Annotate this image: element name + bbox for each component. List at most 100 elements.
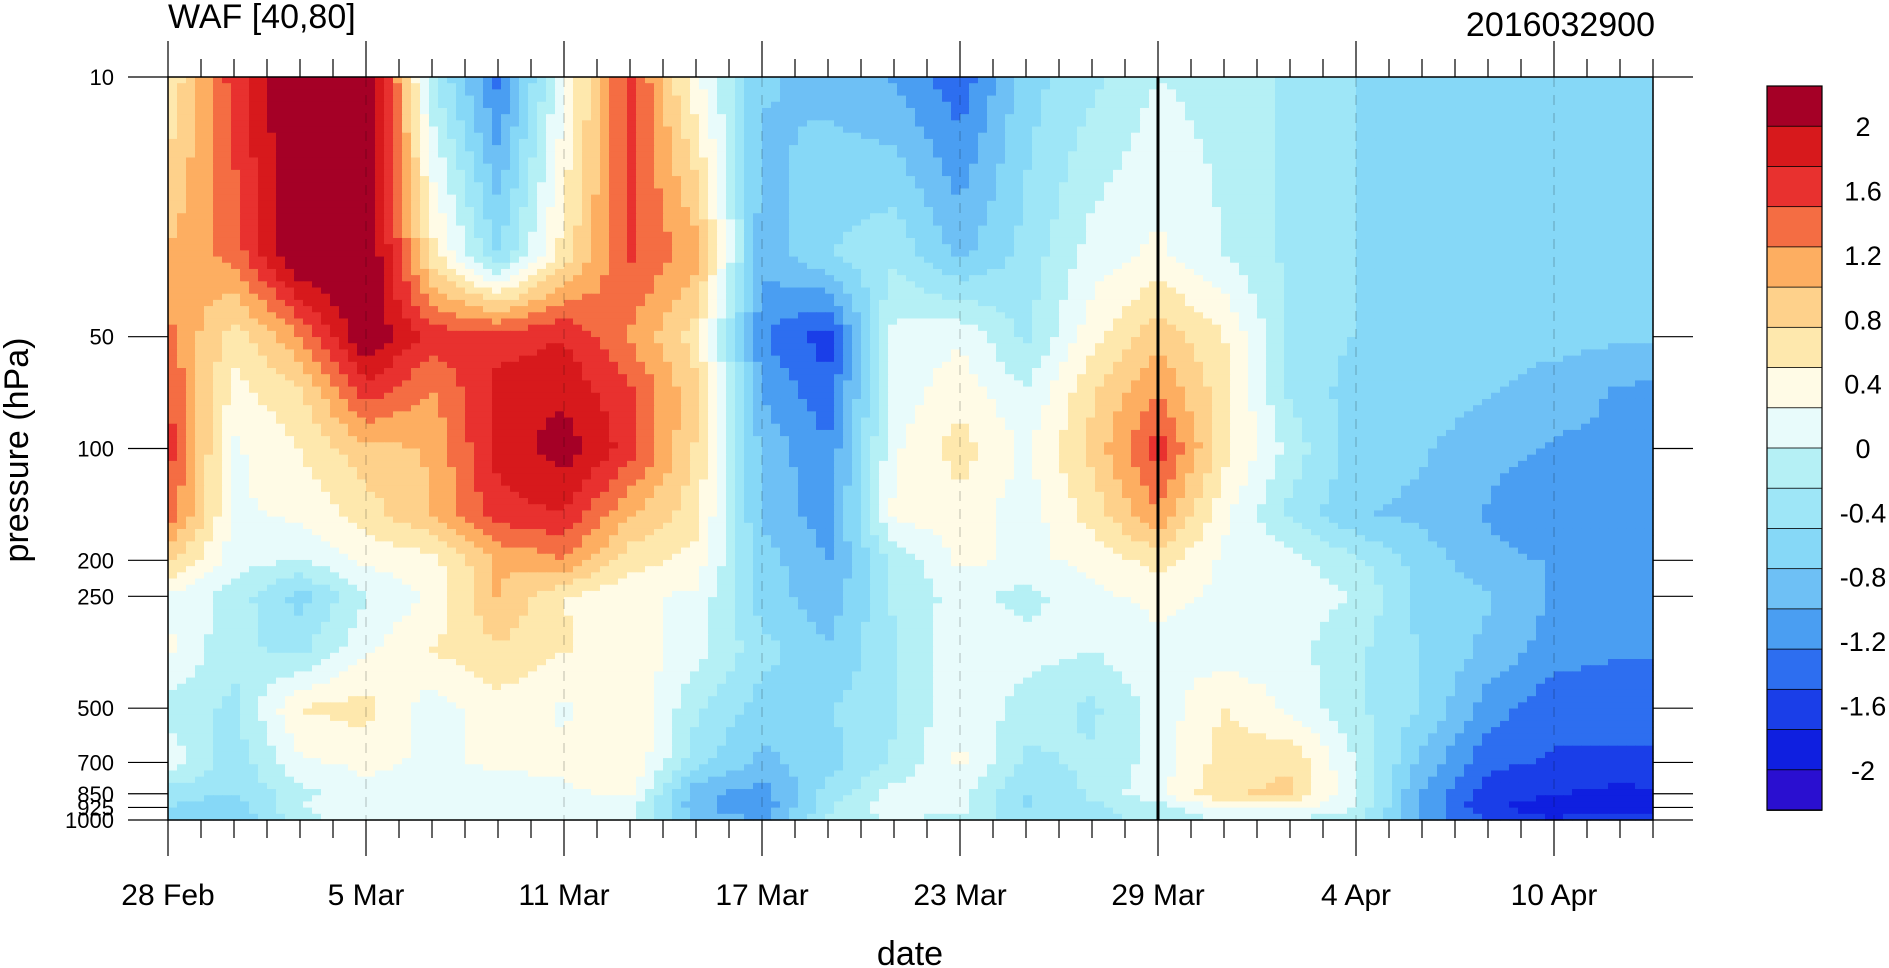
contour-cell [843,151,853,159]
contour-cell [915,188,925,196]
contour-cell [249,120,259,128]
contour-cell [1410,188,1420,196]
contour-cell [1527,95,1537,103]
contour-cell [348,151,358,159]
contour-cell [1050,182,1060,190]
contour-cell [222,126,232,134]
contour-cell [330,151,340,159]
contour-cell [1149,200,1159,208]
contour-cell [195,194,205,202]
contour-cell [402,95,412,103]
contour-cell [1185,132,1195,140]
contour-cell [708,182,718,190]
contour-cell [996,256,1006,264]
contour-cell [1635,188,1645,196]
contour-cell [1158,219,1168,227]
contour-cell [1230,132,1240,140]
contour-cell [870,163,880,171]
contour-cell [1545,89,1555,97]
contour-cell [627,256,637,264]
contour-cell [321,107,331,115]
contour-cell [1095,213,1105,221]
contour-cell [897,182,907,190]
contour-cell [681,244,691,251]
contour-cell [177,182,187,190]
contour-cell [303,157,313,165]
contour-cell [357,256,367,264]
contour-cell [177,244,187,251]
contour-cell [861,163,871,171]
contour-cell [537,126,547,134]
contour-cell [1635,163,1645,171]
contour-cell [204,151,214,159]
contour-cell [519,132,529,140]
contour-cell [780,132,790,140]
contour-cell [879,256,889,264]
contour-cell [1041,250,1051,258]
contour-cell [222,213,232,221]
contour-cell [258,89,268,97]
contour-cell [717,225,727,233]
contour-cell [645,256,655,264]
contour-cell [807,95,817,103]
contour-cell [789,101,799,109]
contour-cell [600,194,610,202]
contour-cell [528,194,538,202]
contour-cell [1419,120,1429,128]
contour-cell [897,200,907,208]
contour-cell [1311,138,1321,146]
contour-cell [186,83,196,90]
contour-cell [240,169,250,177]
contour-cell [582,219,592,227]
contour-cell [168,101,178,109]
contour-cell [1410,225,1420,233]
contour-cell [1509,138,1519,146]
contour-cell [1293,194,1303,202]
contour-cell [843,219,853,227]
contour-cell [1572,95,1582,103]
contour-cell [1311,207,1321,214]
contour-cell [627,250,637,258]
contour-cell [1500,237,1510,245]
contour-cell [600,169,610,177]
contour-cell [1500,83,1510,90]
contour-cell [699,83,709,90]
contour-cell [447,169,457,177]
contour-cell [1563,219,1573,227]
contour-cell [717,188,727,196]
contour-cell [1617,176,1627,183]
contour-cell [1536,182,1546,190]
contour-cell [906,219,916,227]
contour-cell [1005,107,1015,115]
contour-cell [1347,95,1357,103]
contour-cell [375,120,385,128]
contour-cell [1482,225,1492,233]
contour-cell [528,182,538,190]
contour-cell [762,89,772,97]
contour-cell [1266,225,1276,233]
contour-cell [645,126,655,134]
contour-cell [852,114,862,121]
contour-cell [465,194,475,202]
contour-cell [1140,231,1150,239]
contour-cell [924,157,934,165]
contour-cell [1311,132,1321,140]
contour-cell [429,83,439,90]
contour-cell [1437,194,1447,202]
contour-cell [1419,83,1429,90]
contour-cell [1392,213,1402,221]
contour-cell [996,213,1006,221]
contour-cell [402,182,412,190]
contour-cell [1023,163,1033,171]
contour-cell [1095,169,1105,177]
contour-cell [951,132,961,140]
contour-cell [771,120,781,128]
contour-cell [1392,256,1402,264]
contour-cell [1545,120,1555,128]
contour-cell [1419,244,1429,251]
contour-cell [258,138,268,146]
contour-cell [1167,126,1177,134]
contour-cell [1626,157,1636,165]
contour-cell [384,194,394,202]
contour-cell [1131,163,1141,171]
